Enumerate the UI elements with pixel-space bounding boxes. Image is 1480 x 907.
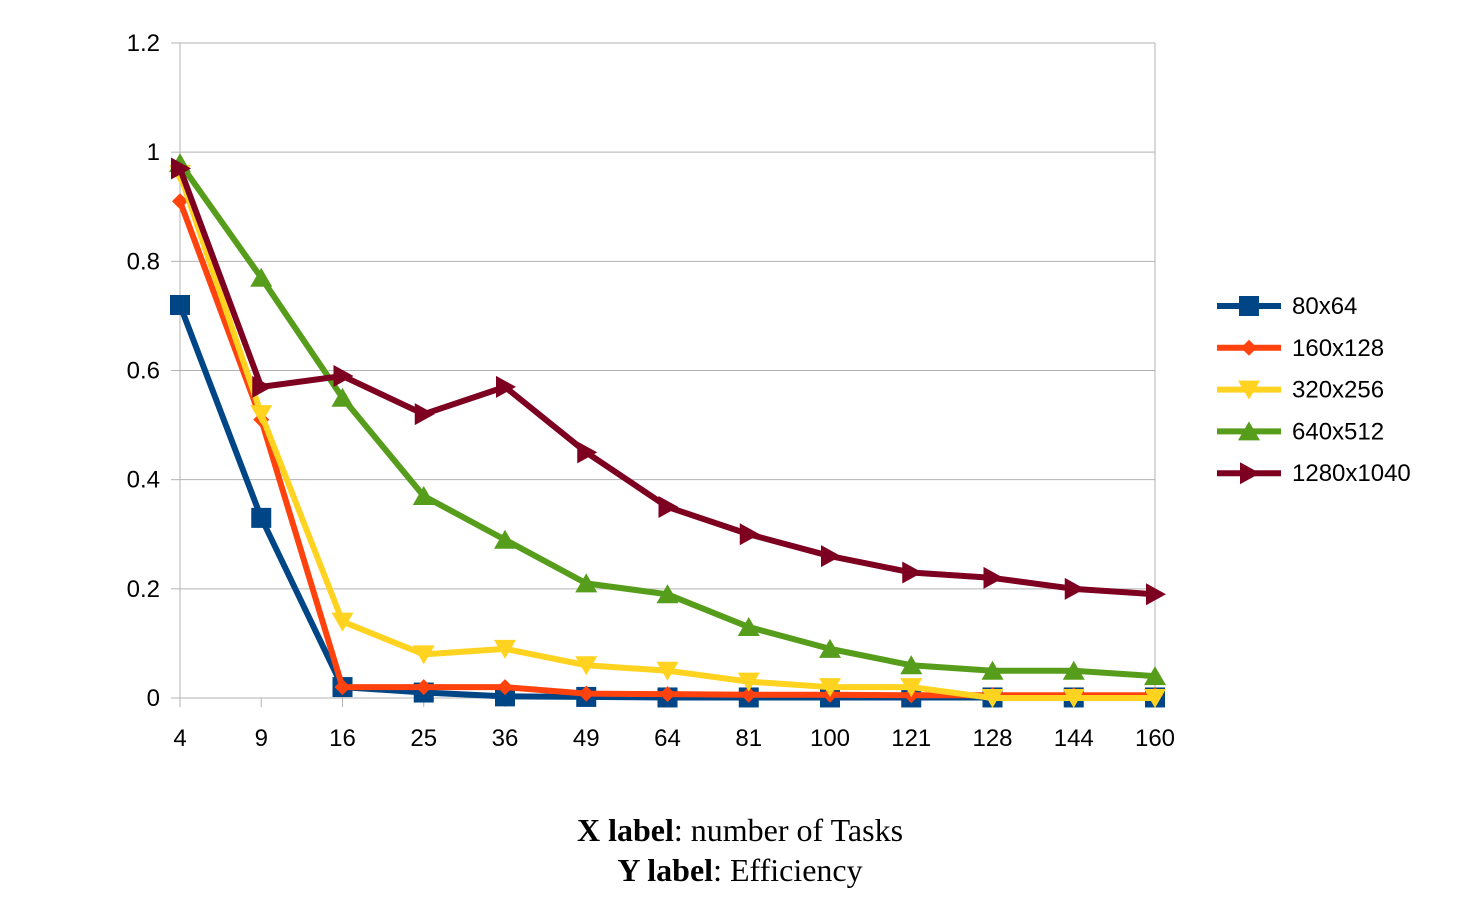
legend-swatch-marker	[1238, 421, 1260, 441]
x-tick-label: 64	[654, 725, 681, 752]
y-tick-label: 0	[147, 685, 160, 712]
series-640x512	[169, 153, 1166, 686]
y-tick-label: 1.2	[127, 30, 160, 57]
x-tick-label: 9	[255, 725, 268, 752]
data-point	[414, 403, 435, 426]
legend-entry: 320x256	[1217, 377, 1384, 404]
data-point	[331, 387, 354, 407]
data-point	[1146, 583, 1166, 606]
data-point	[819, 638, 841, 658]
y-tick-label: 0.2	[127, 576, 160, 603]
legend-entry: 160x128	[1217, 335, 1384, 362]
data-point	[739, 523, 760, 546]
data-point	[250, 267, 273, 287]
data-point	[900, 655, 923, 675]
y-tick-label: 1	[147, 139, 160, 166]
legend-swatch-marker	[1240, 462, 1260, 485]
legend: 80x64 160x128 320x256 640x512 1280x1040	[1217, 293, 1411, 487]
data-point	[1144, 689, 1166, 708]
data-point	[495, 686, 515, 707]
x-label-text: : number of Tasks	[673, 812, 904, 848]
data-point	[740, 686, 757, 703]
y-tick-label: 0.8	[127, 248, 160, 275]
data-point	[1062, 689, 1085, 708]
data-point	[415, 679, 432, 696]
data-point	[658, 495, 679, 518]
data-point	[1064, 577, 1085, 600]
x-tick-label: 16	[329, 725, 356, 752]
data-point	[1062, 660, 1085, 680]
series-320x256	[169, 165, 1166, 708]
x-label-prefix: X label	[576, 812, 674, 848]
legend-entry: 1280x1040	[1217, 460, 1411, 487]
data-point	[252, 375, 273, 398]
data-point	[819, 678, 841, 698]
data-point	[497, 679, 513, 696]
data-point	[575, 573, 598, 593]
data-point	[577, 441, 598, 464]
data-point	[412, 486, 435, 506]
series-lines	[169, 153, 1166, 708]
series-160x128	[172, 193, 1163, 704]
y-label-text: : Efficiency	[713, 852, 863, 888]
data-point	[333, 364, 354, 387]
data-point	[900, 678, 923, 698]
y-tick-label: 0.4	[127, 467, 160, 494]
data-point	[412, 645, 435, 665]
x-tick-label: 4	[173, 725, 186, 752]
data-point	[656, 661, 679, 681]
data-point	[494, 529, 516, 549]
x-tick-label: 81	[735, 725, 762, 752]
axes: 00.20.40.60.811.24 9 16 25 36 49 64 81 100 121 128…	[127, 30, 1175, 752]
x-tick-label: 49	[573, 725, 600, 752]
data-point	[656, 584, 679, 604]
y-label-caption: Y label: Efficiency	[0, 852, 1480, 889]
x-label-caption: X label: number of Tasks	[0, 812, 1480, 849]
data-point	[1144, 666, 1166, 686]
x-tick-label: 121	[891, 725, 931, 752]
legend-label: 160x128	[1292, 335, 1384, 362]
legend-label: 1280x1040	[1292, 460, 1411, 487]
legend-label: 80x64	[1292, 293, 1357, 320]
series-line	[177, 173, 1155, 701]
x-tick-label: 100	[810, 725, 850, 752]
data-point	[578, 685, 595, 702]
legend-entry: 80x64	[1217, 293, 1357, 320]
legend-swatch-marker	[1239, 296, 1259, 316]
data-point	[496, 375, 516, 398]
x-tick-label: 25	[410, 725, 437, 752]
series-1280x1040	[171, 157, 1166, 606]
legend-entry: 640x512	[1217, 418, 1384, 445]
data-point	[902, 561, 923, 584]
data-point	[981, 689, 1004, 708]
legend-label: 640x512	[1292, 418, 1384, 445]
data-point	[821, 545, 841, 568]
data-point	[659, 686, 676, 703]
data-point	[250, 405, 273, 425]
legend-swatch-marker	[1238, 380, 1260, 400]
series-line	[177, 200, 1155, 699]
data-point	[172, 193, 188, 210]
data-point	[251, 507, 272, 528]
data-point	[171, 157, 191, 180]
legend-swatch-marker	[1241, 339, 1257, 356]
x-tick-label: 160	[1135, 725, 1175, 752]
data-point	[983, 566, 1004, 589]
x-tick-label: 144	[1054, 725, 1094, 752]
data-point	[494, 639, 516, 659]
data-point	[737, 617, 760, 637]
y-label-prefix: Y label	[617, 852, 714, 888]
data-point	[331, 612, 354, 632]
data-point	[575, 656, 598, 676]
series-line	[177, 167, 1156, 598]
data-point	[981, 660, 1004, 680]
data-point	[334, 679, 351, 696]
x-tick-label: 128	[972, 725, 1012, 752]
y-tick-label: 0.6	[127, 358, 160, 385]
legend-label: 320x256	[1292, 377, 1384, 404]
data-point	[170, 295, 190, 315]
data-point	[737, 672, 760, 692]
x-tick-label: 36	[492, 725, 519, 752]
